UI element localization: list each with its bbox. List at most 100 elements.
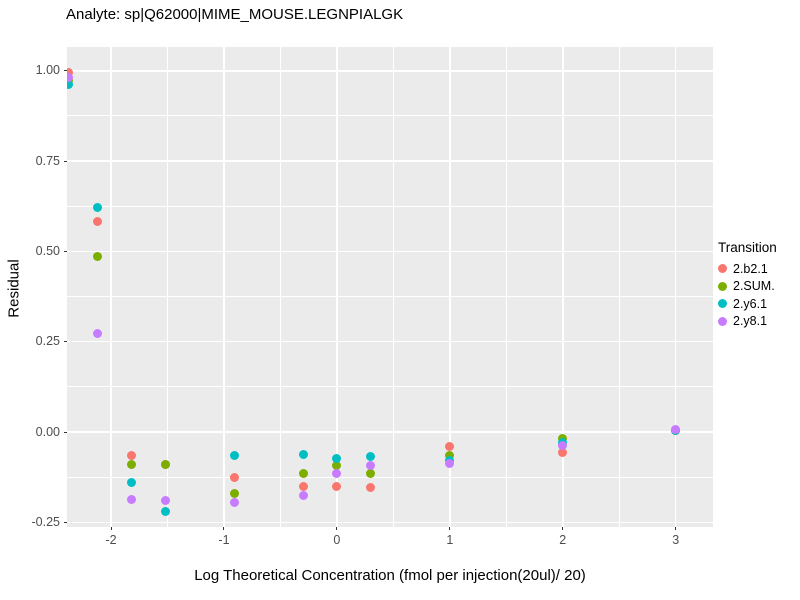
data-point-2.b2.1 <box>126 450 136 460</box>
y-tick-label: 0.00 <box>35 424 60 439</box>
legend: Transition 2.b2.1 2.SUM. 2.y6.1 2.y8.1 <box>718 240 777 330</box>
y-tick-mark <box>64 431 67 433</box>
data-point-2.b2.1 <box>332 482 342 492</box>
y-minor-gridline <box>67 476 713 478</box>
legend-key-dot <box>718 316 727 326</box>
y-major-gridline <box>67 431 713 433</box>
y-tick-mark <box>64 250 67 252</box>
data-point-2.y8.1 <box>558 440 568 450</box>
y-minor-gridline <box>67 386 713 388</box>
y-tick-label: 0.25 <box>35 334 60 349</box>
data-point-2.b2.1 <box>92 217 102 227</box>
x-tick-mark <box>110 527 112 530</box>
data-point-2.y6.1 <box>229 450 239 460</box>
legend-item-label: 2.b2.1 <box>733 261 768 276</box>
y-tick-mark <box>64 160 67 162</box>
x-tick-label: 2 <box>559 533 567 547</box>
data-point-2.y8.1 <box>366 461 376 471</box>
x-major-gridline <box>449 47 451 527</box>
y-minor-gridline <box>67 115 713 117</box>
x-tick-mark <box>336 527 338 530</box>
legend-item-2.SUM.: 2.SUM. <box>718 278 777 296</box>
legend-title: Transition <box>718 240 777 255</box>
data-point-2.y6.1 <box>298 449 308 459</box>
x-tick-mark <box>223 527 225 530</box>
data-point-2.y6.1 <box>67 80 73 90</box>
x-tick-label: -2 <box>105 533 117 547</box>
data-point-2.y8.1 <box>445 458 455 468</box>
data-point-2.b2.1 <box>558 448 568 458</box>
data-point-2.y6.1 <box>92 202 102 212</box>
y-tick-label: -0.25 <box>31 514 61 529</box>
legend-item-2.y8.1: 2.y8.1 <box>718 313 777 331</box>
data-point-2.y8.1 <box>160 496 170 506</box>
x-axis-title: Log Theoretical Concentration (fmol per … <box>194 567 586 584</box>
data-point-2.SUM. <box>558 433 568 443</box>
data-point-2.b2.1 <box>229 472 239 482</box>
x-tick-mark <box>562 527 564 530</box>
data-point-2.b2.1 <box>366 483 376 493</box>
x-major-gridline <box>110 47 112 527</box>
legend-item-label: 2.y6.1 <box>733 296 768 311</box>
y-major-gridline <box>67 250 713 253</box>
data-point-2.SUM. <box>229 488 239 498</box>
plot-panel <box>67 47 713 527</box>
legend-item-label: 2.SUM. <box>733 279 775 294</box>
y-tick-label: 0.75 <box>35 153 60 168</box>
y-tick-mark <box>64 341 67 343</box>
data-point-2.y6.1 <box>160 506 170 516</box>
legend-item-label: 2.y8.1 <box>733 314 768 329</box>
data-point-2.y8.1 <box>229 497 239 507</box>
data-point-2.y6.1 <box>126 478 136 488</box>
data-point-2.SUM. <box>160 459 170 469</box>
x-tick-label: -1 <box>218 533 230 547</box>
y-major-gridline <box>67 521 713 524</box>
x-minor-gridline <box>618 47 620 527</box>
x-tick-label: 1 <box>446 533 454 547</box>
data-point-2.SUM. <box>445 450 455 460</box>
x-tick-label: 0 <box>333 533 341 547</box>
legend-key-dot <box>718 281 727 291</box>
x-major-gridline <box>674 47 677 527</box>
y-axis-title: Residual <box>5 259 23 318</box>
data-point-2.y6.1 <box>366 452 376 462</box>
y-tick-mark <box>64 521 67 523</box>
data-point-2.y8.1 <box>126 494 136 504</box>
x-major-gridline <box>223 47 225 527</box>
y-minor-gridline <box>67 296 713 298</box>
x-tick-mark <box>449 527 451 530</box>
plot-title: Analyte: sp|Q62000|MIME_MOUSE.LEGNPIALGK <box>66 6 404 23</box>
legend-key-dot <box>718 264 727 274</box>
legend-key-dot <box>718 299 727 309</box>
x-major-gridline <box>562 47 564 527</box>
y-tick-label: 0.50 <box>35 243 60 258</box>
x-tick-mark <box>675 527 677 530</box>
data-point-2.b2.1 <box>298 482 308 492</box>
data-point-2.y8.1 <box>332 468 342 478</box>
data-point-2.SUM. <box>332 461 342 471</box>
data-point-2.y8.1 <box>92 328 102 338</box>
data-point-2.SUM. <box>92 252 102 262</box>
legend-items: 2.b2.1 2.SUM. 2.y6.1 2.y8.1 <box>718 260 777 330</box>
data-point-2.y8.1 <box>671 425 681 435</box>
legend-item-2.b2.1: 2.b2.1 <box>718 260 777 278</box>
data-point-2.y8.1 <box>67 72 73 82</box>
x-minor-gridline <box>505 47 507 527</box>
y-minor-gridline <box>67 205 713 207</box>
x-minor-gridline <box>392 47 394 527</box>
data-point-2.b2.1 <box>445 441 455 451</box>
y-major-gridline <box>67 70 713 72</box>
y-tick-label: 1.00 <box>35 63 60 78</box>
data-point-2.SUM. <box>126 459 136 469</box>
legend-item-2.y6.1: 2.y6.1 <box>718 295 777 313</box>
x-minor-gridline <box>167 47 168 527</box>
x-tick-label: 3 <box>672 533 680 547</box>
data-point-2.y8.1 <box>298 491 308 501</box>
x-minor-gridline <box>279 47 281 527</box>
y-major-gridline <box>67 160 713 162</box>
y-major-gridline <box>67 340 713 343</box>
data-point-2.y6.1 <box>332 453 342 463</box>
x-major-gridline <box>336 47 338 527</box>
y-tick-mark <box>64 70 67 72</box>
